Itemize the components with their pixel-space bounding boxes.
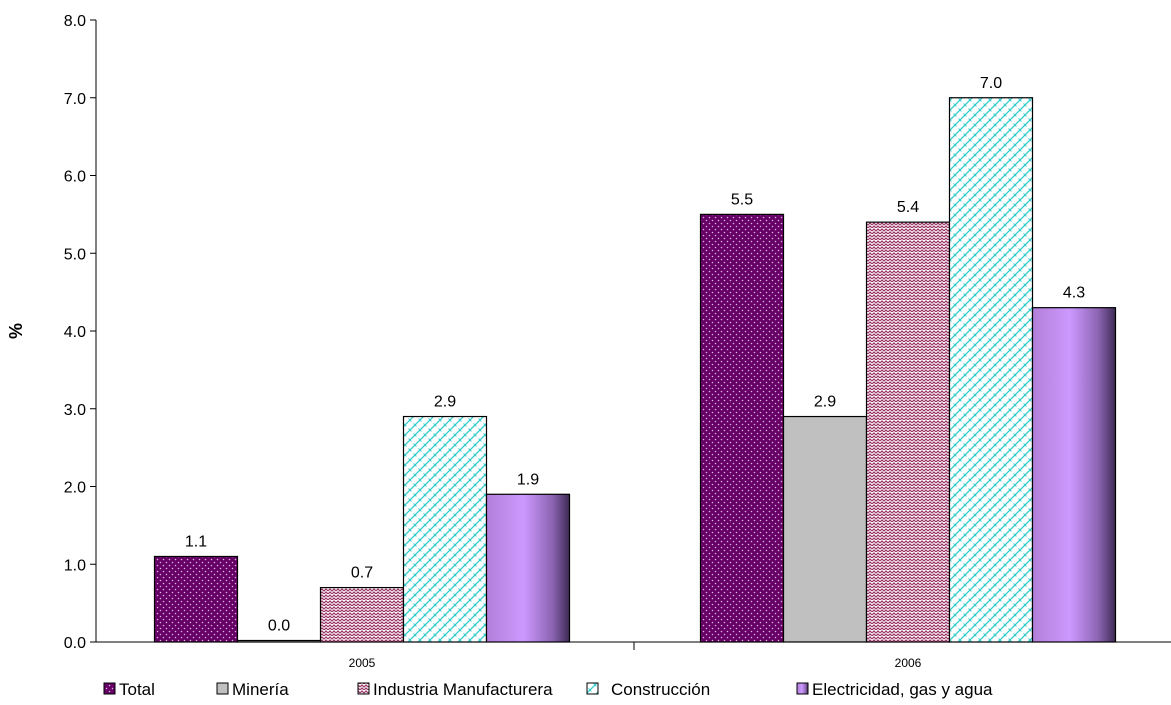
y-tick-label: 8.0 xyxy=(64,13,86,30)
bar-zigzag-2005 xyxy=(319,586,405,643)
x-tick-label: 2006 xyxy=(895,656,922,670)
bar-solid-2006 xyxy=(782,415,868,643)
data-label: 5.5 xyxy=(731,191,753,208)
y-axis-title: % xyxy=(6,323,26,339)
data-label: 7.0 xyxy=(980,75,1002,92)
bar-zigzag-2006 xyxy=(865,221,951,643)
data-label: 2.9 xyxy=(814,394,836,411)
legend-label: Electricidad, gas y agua xyxy=(812,680,993,699)
bar-dots-2005 xyxy=(153,555,239,643)
y-tick-label: 3.0 xyxy=(64,402,86,419)
legend-swatch xyxy=(586,682,599,695)
y-tick-label: 2.0 xyxy=(64,480,86,497)
bar-dots-2006 xyxy=(699,213,785,643)
data-label: 1.1 xyxy=(185,533,207,550)
legend-label: Minería xyxy=(232,680,289,699)
legend-swatch xyxy=(103,682,116,695)
legend-label: Construcción xyxy=(611,680,710,699)
legend: Total Minería Industria Manufacturera Const… xyxy=(103,680,993,699)
y-ticks: 0.0 1.0 2.0 3.0 4.0 5.0 6.0 7.0 8.0 xyxy=(64,13,96,652)
x-tick-labels: 2005 2006 xyxy=(349,656,922,670)
bar-brick-2005 xyxy=(402,415,488,643)
y-tick-label: 5.0 xyxy=(64,246,86,263)
data-label: 4.3 xyxy=(1063,285,1085,302)
data-label: 0.0 xyxy=(268,618,290,635)
y-tick-label: 1.0 xyxy=(64,557,86,574)
bar-gradient-2005 xyxy=(485,493,571,643)
bar-gradient-2006 xyxy=(1031,307,1117,643)
y-tick-label: 0.0 xyxy=(64,635,86,652)
data-label: 2.9 xyxy=(434,394,456,411)
legend-swatch xyxy=(796,682,809,695)
bar-solid-2005 xyxy=(236,639,322,643)
value-labels: 1.1 0.0 0.7 2.9 1.9 5.5 2.9 5.4 7.0 4.3 xyxy=(185,75,1085,635)
y-tick-label: 4.0 xyxy=(64,324,86,341)
bars xyxy=(153,97,1117,643)
legend-swatch xyxy=(216,682,229,695)
bar-brick-2006 xyxy=(948,97,1034,643)
legend-swatch xyxy=(357,682,370,695)
data-label: 0.7 xyxy=(351,565,373,582)
data-label: 5.4 xyxy=(897,199,919,216)
x-tick-label: 2005 xyxy=(349,656,376,670)
y-tick-label: 6.0 xyxy=(64,169,86,186)
data-label: 1.9 xyxy=(517,471,539,488)
y-tick-label: 7.0 xyxy=(64,91,86,108)
legend-label: Total xyxy=(119,680,155,699)
legend-label: Industria Manufacturera xyxy=(373,680,553,699)
